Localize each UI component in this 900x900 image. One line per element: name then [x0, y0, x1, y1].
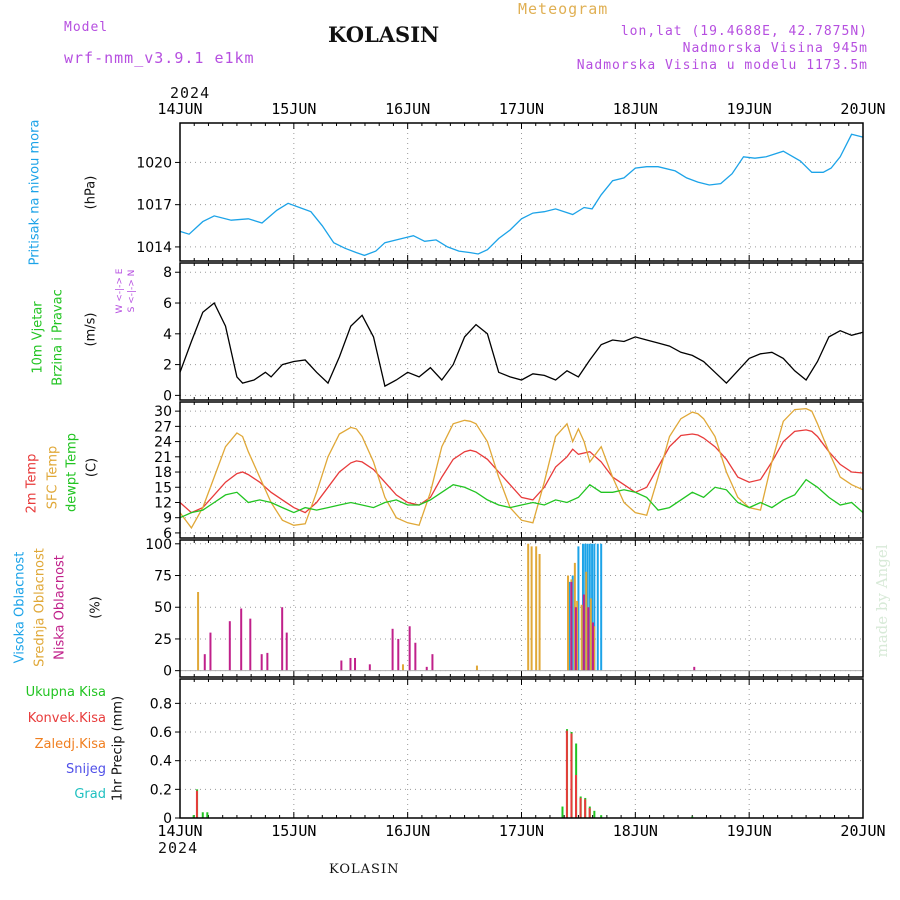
y-tick-label: 0.8 [150, 696, 172, 712]
panel-frame [179, 122, 864, 262]
panel-frame [179, 262, 864, 401]
y-tick-label: 8 [163, 265, 172, 281]
series-line-10m-vjetar [179, 301, 864, 388]
precip-legend-hail: Grad [74, 787, 106, 802]
x-date-label-bottom: 14JUN [157, 822, 202, 840]
year-label-top: 2024 [170, 84, 211, 102]
x-date-label-top: 16JUN [385, 100, 430, 118]
x-date-label-top: 18JUN [613, 100, 658, 118]
precip-legend-freezing: Zaledj.Kisa [34, 737, 106, 752]
y-tick-label: 50 [154, 600, 172, 616]
x-date-label-bottom: 15JUN [271, 822, 316, 840]
x-date-label-top: 15JUN [271, 100, 316, 118]
model-name: wrf-nmm_v3.9.1 e1km [64, 49, 255, 67]
meteogram-label: Meteogram [518, 0, 609, 18]
precip-legend-snow: Snijeg [66, 762, 106, 777]
panel-3: 0 25 50 75 100 [145, 537, 864, 680]
y-tick-label: 12 [154, 495, 172, 511]
precip-legend-conv: Konvek.Kisa [27, 711, 106, 726]
series-line-dewpt-temp [179, 478, 864, 519]
y-tick-label: 18 [154, 465, 172, 481]
x-date-label-bottom: 19JUN [727, 822, 772, 840]
y-tick-label: 25 [154, 632, 172, 648]
y-tick-label: 6 [163, 526, 172, 542]
y-tick-label: 100 [145, 537, 172, 553]
y-tick-label: 1014 [136, 240, 172, 256]
y-tick-label: 0.2 [150, 782, 172, 798]
y-tick-label: 4 [163, 327, 172, 343]
y-tick-label: 27 [154, 419, 172, 435]
y-tick-label: 30 [154, 404, 172, 420]
altitude-label: Nadmorska Visina 945m [682, 41, 868, 56]
y-tick-label: 75 [154, 569, 172, 585]
panel-1: 0 2 4 6 8 [163, 262, 864, 404]
x-date-label-top: 19JUN [727, 100, 772, 118]
model-label: Model [64, 20, 109, 35]
x-date-label-bottom: 18JUN [613, 822, 658, 840]
x-date-label-top: 20JUN [840, 100, 885, 118]
y-tick-label: 0 [163, 811, 172, 827]
x-date-label-bottom: 17JUN [499, 822, 544, 840]
year-label-bottom: 2024 [158, 839, 199, 857]
x-date-label-top: 14JUN [157, 100, 202, 118]
series-line-pritisak-na-nivou-mora [179, 133, 864, 257]
series-line-2m-temp [179, 429, 864, 514]
footer-location: KOLASIN [329, 862, 400, 877]
x-date-label-bottom: 16JUN [385, 822, 430, 840]
lonlat-label: lon,lat (19.4688E, 42.7875N) [620, 24, 868, 39]
y-tick-label: 0 [163, 664, 172, 680]
page-title: KOLASIN [328, 22, 440, 47]
y-tick-label: 1020 [136, 155, 172, 171]
panel-0: 1014 1017 1020 [136, 122, 864, 262]
precip-legend-total: Ukupna Kisa [25, 685, 106, 700]
y-tick-label: 0 [163, 388, 172, 404]
x-date-label-top: 17JUN [499, 100, 544, 118]
y-tick-label: 6 [163, 296, 172, 312]
y-tick-label: 24 [154, 435, 172, 451]
panel-frame [179, 539, 864, 678]
x-date-label-bottom: 20JUN [840, 822, 885, 840]
y-tick-label: 21 [154, 450, 172, 466]
y-tick-label: 0.6 [150, 725, 172, 741]
y-tick-label: 9 [163, 511, 172, 527]
panel-frame [179, 401, 864, 539]
y-tick-label: 1017 [136, 198, 172, 214]
y-tick-label: 15 [154, 480, 172, 496]
series-line-sfc-temp [179, 407, 864, 530]
model-altitude-label: Nadmorska Visina u modelu 1173.5m [576, 58, 868, 73]
y-tick-label: 2 [163, 358, 172, 374]
panel-frame [179, 678, 864, 819]
panel-4: 0 0.2 0.4 0.6 0.8 [150, 678, 864, 827]
y-tick-label: 0.4 [150, 754, 172, 770]
